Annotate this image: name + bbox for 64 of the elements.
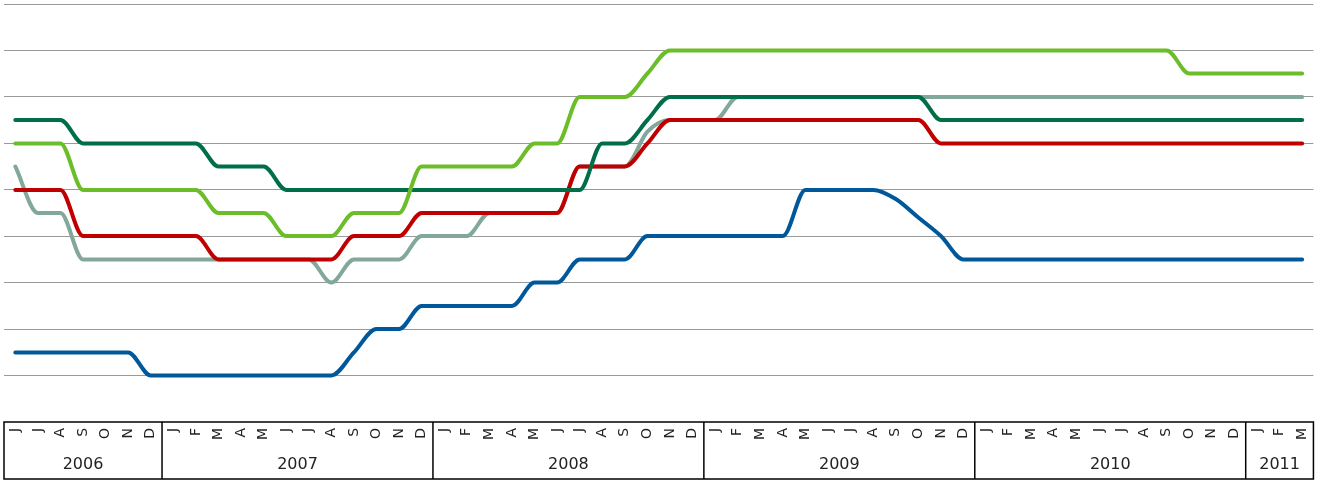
x-tick-label: O [638, 427, 655, 439]
x-tick-label: N [118, 427, 135, 439]
text: 2009 [818, 454, 860, 474]
x-tick-label: M [254, 427, 271, 441]
x-tick-label: J [547, 427, 564, 434]
x-tick-label: J [1089, 427, 1106, 434]
x-tick-label: N [1202, 427, 1219, 439]
x-tick-label: D [141, 427, 158, 439]
x-tick-label: J [163, 427, 180, 434]
x-tick-label: J [1112, 427, 1129, 434]
x-tick-label: M [209, 427, 226, 441]
x-tick-label: D [683, 427, 700, 439]
x-tick-label: J [5, 427, 22, 434]
x-tick-label: A [1044, 427, 1061, 438]
x-tick-label: J [570, 427, 587, 434]
x-tick-label: S [615, 427, 632, 437]
x-tick-label: F [728, 427, 745, 436]
text: 2007 [277, 454, 318, 474]
text: 2008 [548, 454, 589, 474]
x-tick-label: O [908, 427, 925, 439]
x-tick-label: M [1067, 427, 1084, 441]
x-tick-label: S [344, 427, 361, 437]
x-tick-label: J [976, 427, 993, 434]
x-tick-label: J [434, 427, 451, 434]
x-tick-label: D [1225, 427, 1242, 439]
text: 2010 [1089, 454, 1131, 474]
x-tick-label: A [502, 427, 519, 438]
x-tick-label: N [660, 427, 677, 439]
x-tick-label: M [525, 427, 542, 441]
x-tick-label: J [818, 427, 835, 434]
x-tick-label: A [1134, 427, 1151, 438]
x-tick-label: S [886, 427, 903, 437]
x-tick-label: N [931, 427, 948, 439]
x-tick-label: J [705, 427, 722, 434]
x-tick-label: M [750, 427, 767, 441]
x-tick-label: A [863, 427, 880, 438]
x-tick-label: O [1179, 427, 1196, 439]
x-tick-label: O [367, 427, 384, 439]
x-tick-label: O [96, 427, 113, 439]
x-tick-label: M [1292, 427, 1309, 441]
x-tick-label: A [592, 427, 609, 438]
x-tick-label: J [841, 427, 858, 434]
x-tick-label: M [1021, 427, 1038, 441]
x-tick-label: M [480, 427, 497, 441]
x-tick-label: A [51, 427, 68, 438]
x-tick-label: D [412, 427, 429, 439]
x-tick-label: S [73, 427, 90, 437]
x-tick-label: J [299, 427, 316, 434]
x-tick-label: N [389, 427, 406, 439]
x-tick-label: J [276, 427, 293, 434]
x-tick-label: D [954, 427, 971, 439]
x-tick-label: F [1270, 427, 1287, 436]
x-tick-label: F [186, 427, 203, 436]
x-tick-label: J [1247, 427, 1264, 434]
x-tick-label: A [773, 427, 790, 438]
x-tick-label: A [322, 427, 338, 438]
text: 2011 [1259, 454, 1300, 474]
x-tick-label: F [999, 427, 1016, 436]
x-tick-label: F [457, 427, 474, 436]
x-tick-label: M [796, 427, 813, 441]
x-tick-label: A [231, 427, 248, 438]
text: 2006 [62, 454, 104, 474]
x-tick-label: S [1157, 427, 1174, 437]
x-tick-label: J [28, 427, 45, 434]
